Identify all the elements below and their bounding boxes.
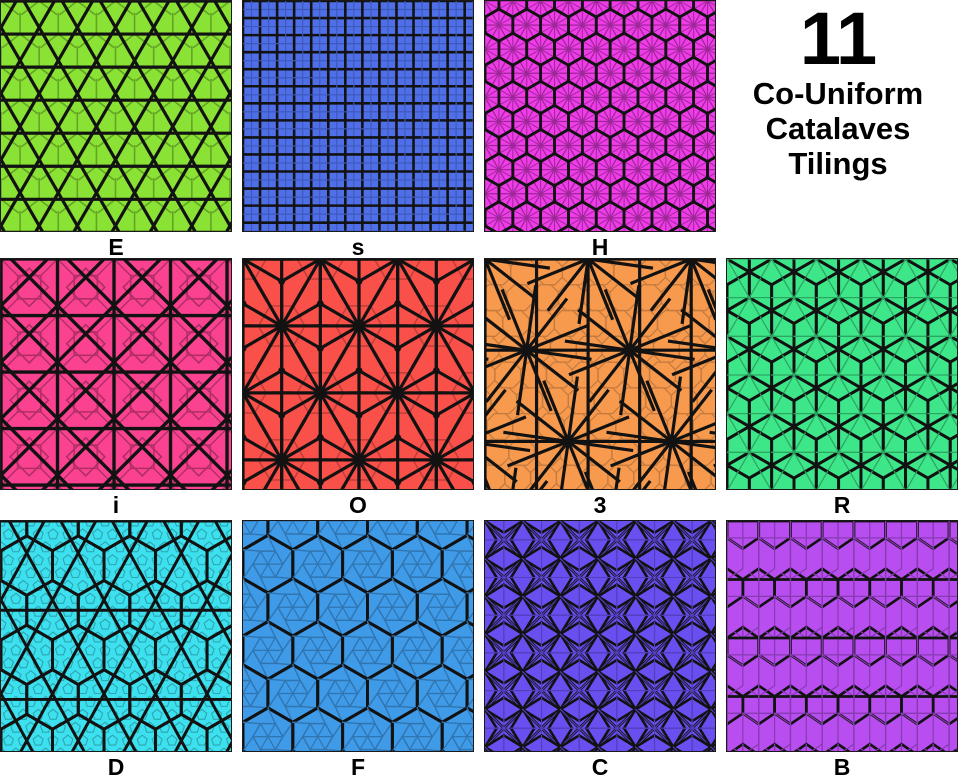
tiling-label-r: R	[833, 492, 851, 518]
tiling-image-b	[726, 520, 958, 752]
tiling-cell-i: i	[0, 258, 232, 520]
tiling-cell-c: C	[484, 520, 716, 782]
tiling-label-o: O	[349, 492, 367, 518]
title-line-1: Co-Uniform	[752, 76, 924, 111]
tiling-label-3: 3	[593, 492, 607, 518]
tiling-image-3	[484, 258, 716, 490]
tiling-label-b: B	[833, 754, 851, 780]
tiling-label-e: E	[108, 234, 124, 260]
tiling-image-s	[242, 0, 474, 232]
title-number: 11	[799, 0, 877, 80]
tiling-image-h	[484, 0, 716, 232]
tiling-image-d	[0, 520, 232, 752]
tiling-label-d: D	[107, 754, 125, 780]
tiling-cell-f: F	[242, 520, 474, 782]
tiling-cell-o: O	[242, 258, 474, 520]
title-block: 11 Co-Uniform Catalaves Tilings	[716, 0, 960, 232]
tiling-label-f: F	[350, 754, 366, 780]
tiling-cell-r: R	[726, 258, 958, 520]
tiling-cell-d: D	[0, 520, 232, 782]
tiling-label-h: H	[591, 234, 609, 260]
tiling-image-o	[242, 258, 474, 490]
tiling-label-i: i	[112, 492, 120, 518]
tiling-image-f	[242, 520, 474, 752]
tiling-image-c	[484, 520, 716, 752]
tiling-image-r	[726, 258, 958, 490]
tiling-cell-s: s	[242, 0, 474, 262]
tiling-image-i	[0, 258, 232, 490]
title-line-2: Catalaves	[765, 111, 911, 146]
tiling-cell-h: H	[484, 0, 716, 262]
tiling-cell-b: B	[726, 520, 958, 782]
tiling-cell-e: E	[0, 0, 232, 262]
tiling-label-s: s	[351, 234, 365, 260]
tiling-label-c: C	[591, 754, 609, 780]
tiling-cell-3: 3	[484, 258, 716, 520]
tiling-image-e	[0, 0, 232, 232]
title-line-3: Tilings	[788, 146, 888, 181]
